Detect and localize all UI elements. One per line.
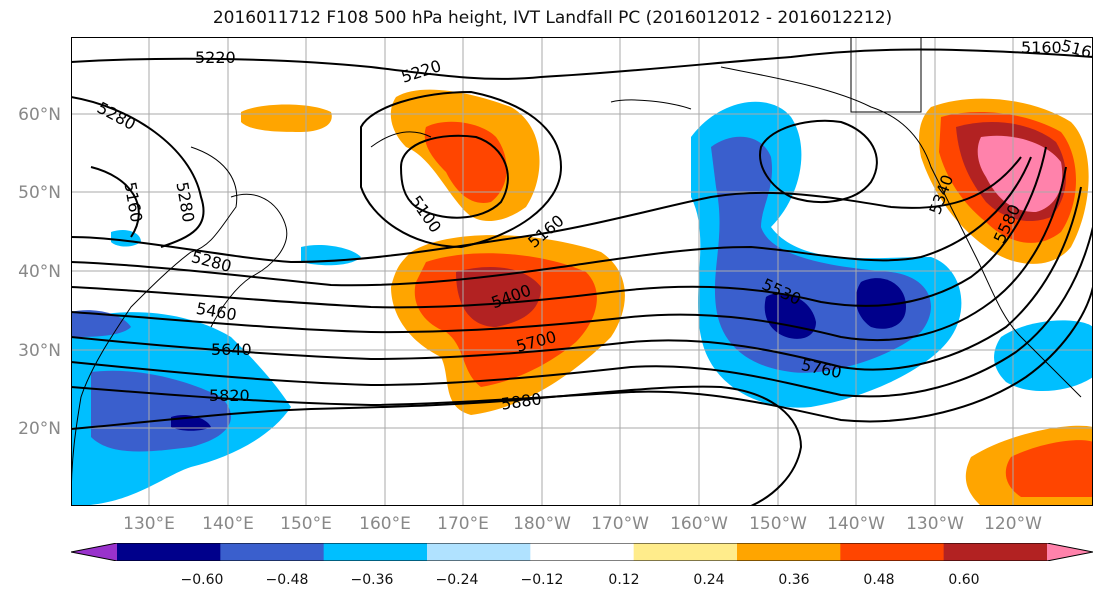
contour-label: 5640 [211,340,252,359]
colorbar-tick: 0.12 [608,572,640,588]
colorbar-extend-right [1047,543,1093,561]
contour-label: 5160 [1021,38,1062,57]
colorbar-tick: 0.48 [863,572,895,588]
colorbar [71,543,1093,561]
lon-label-180w: 180°W [513,514,571,534]
lat-label-50n: 50°N [18,183,61,203]
colorbar-segment [633,543,738,561]
lon-label-130w: 130°W [906,514,964,534]
lon-label-160w: 160°W [670,514,728,534]
colorbar-tick: 0.60 [948,572,980,588]
colorbar-tick: −0.36 [350,572,394,588]
map-title: 2016011712 F108 500 hPa height, IVT Land… [212,8,893,28]
lon-label-120w: 120°W [984,514,1042,534]
lon-label-150e: 150°E [280,514,332,534]
colorbar-segment [323,543,428,561]
colorbar-tick: 0.24 [693,572,725,588]
colorbar-tick: −0.48 [265,572,309,588]
lat-label-30n: 30°N [18,341,61,361]
pos-anomaly-se-red [1005,440,1093,497]
lon-label-130e: 130°E [123,514,175,534]
lon-label-150w: 150°W [749,514,807,534]
colorbar-tick: −0.60 [180,572,224,588]
lat-label-60n: 60°N [18,105,61,125]
neg-anomaly-east [994,320,1093,392]
contour-label: 5820 [209,386,250,405]
graticule [71,37,1093,506]
colorbar-tick: 0.36 [778,572,810,588]
colorbar-extend-left [71,543,117,561]
pos-anomaly-ne-pink [977,135,1063,212]
pos-anomaly-darkred [456,267,541,327]
pos-anomaly-nw [241,104,332,132]
height-contours [71,48,1093,506]
lon-label-170w: 170°W [591,514,649,534]
colorbar-segment [840,543,945,561]
colorbar-tick: −0.12 [520,572,564,588]
shading-layer [71,89,1093,506]
colorbar-segment [943,543,1048,561]
colorbar-segment [530,543,635,561]
lon-label-140w: 140°W [827,514,885,534]
colorbar-segment [220,543,325,561]
contour-label: 5220 [195,48,236,67]
colorbar-segment [737,543,841,561]
lon-label-170e: 170°E [437,514,489,534]
colorbar-segment [427,543,531,561]
lat-label-20n: 20°N [18,419,61,439]
lat-label-40n: 40°N [18,262,61,282]
colorbar-tick: −0.24 [435,572,479,588]
lon-label-160e: 160°E [359,514,411,534]
map-panel: 5220 5220 5160 5160 5280 5160 5280 5100 … [71,37,1093,506]
neg-anomaly-dark-2 [855,278,906,329]
lon-label-140e: 140°E [202,514,254,534]
colorbar-segment [117,543,221,561]
